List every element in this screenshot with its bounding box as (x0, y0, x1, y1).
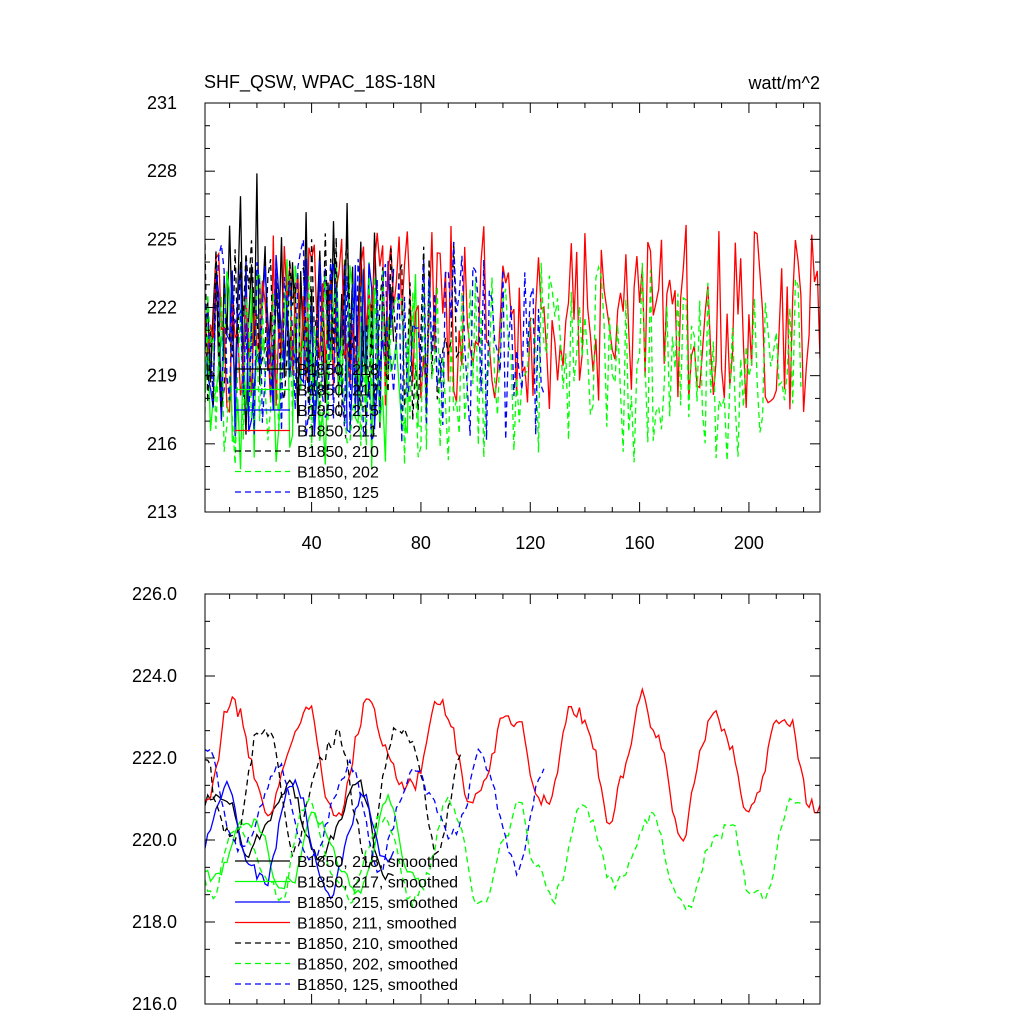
series-lines (205, 686, 820, 912)
series-line-b1850-125-smoothed (205, 747, 545, 877)
top-units: watt/m^2 (748, 73, 820, 93)
x-tick-label: 80 (411, 533, 431, 553)
series-line-b1850-210-smoothed (205, 726, 463, 869)
legend-label: B1850, 210 (297, 444, 379, 461)
top-ticks: 213 216 219 222 225 228 231 40 80 120 160 200 (147, 93, 820, 553)
y-tick-label: 231 (147, 93, 177, 113)
y-tick-label: 222 (147, 298, 177, 318)
y-tick-label: 228 (147, 161, 177, 181)
series-line-b1850-125 (205, 239, 545, 443)
x-tick-label: 120 (515, 533, 545, 553)
bottom-panel: B1850, 218, smoothed B1850, 217, smoothed… (132, 584, 821, 1014)
top-plot-area (205, 173, 820, 470)
legend-label: B1850, 217 (297, 383, 379, 400)
legend-label: B1850, 218, smoothed (297, 854, 458, 871)
legend-label: B1850, 125 (297, 485, 379, 502)
y-tick-label: 216 (147, 434, 177, 454)
y-tick-label: 222.0 (132, 748, 177, 768)
series-line-b1850-215-smoothed (205, 778, 395, 900)
series-line-b1850-210 (205, 233, 463, 420)
legend-label: B1850, 202, smoothed (297, 957, 458, 974)
legend-label: B1850, 217, smoothed (297, 875, 458, 892)
bottom-plot-area (205, 686, 820, 912)
series-line-b1850-202-smoothed (205, 795, 802, 912)
y-tick-label: 226.0 (132, 584, 177, 604)
legend-label: B1850, 215, smoothed (297, 895, 458, 912)
legend-label: B1850, 215 (297, 403, 379, 420)
y-tick-label: 213 (147, 502, 177, 522)
y-tick-label: 216.0 (132, 994, 177, 1014)
y-tick-label: 219 (147, 366, 177, 386)
legend-label: B1850, 218 (297, 362, 379, 379)
legend-label: B1850, 211 (297, 424, 378, 441)
bottom-legend: B1850, 218, smoothed B1850, 217, smoothed… (235, 854, 458, 994)
top-title: SHF_QSW, WPAC_18S-18N (204, 72, 436, 93)
x-tick-label: 160 (625, 533, 655, 553)
legend-label: B1850, 210, smoothed (297, 936, 458, 953)
x-tick-label: 40 (302, 533, 322, 553)
legend-label: B1850, 211, smoothed (297, 916, 457, 933)
y-tick-label: 224.0 (132, 666, 177, 686)
y-tick-label: 218.0 (132, 912, 177, 932)
bottom-frame (204, 593, 821, 1005)
bottom-ticks: 216.0 218.0 220.0 222.0 224.0 226.0 (132, 584, 820, 1014)
series-line-b1850-202 (205, 262, 802, 465)
series-line-b1850-211-smoothed (205, 686, 820, 843)
legend-label: B1850, 202 (297, 465, 379, 482)
y-tick-label: 225 (147, 229, 177, 249)
series-lines (205, 173, 820, 470)
x-tick-label: 200 (734, 533, 764, 553)
top-panel: SHF_QSW, WPAC_18S-18N watt/m^2 B1850, 21… (147, 72, 821, 553)
y-tick-label: 220.0 (132, 830, 177, 850)
top-legend: B1850, 218 B1850, 217 B1850, 215 B1850, 211… (235, 362, 379, 502)
legend-label: B1850, 125, smoothed (297, 977, 458, 994)
